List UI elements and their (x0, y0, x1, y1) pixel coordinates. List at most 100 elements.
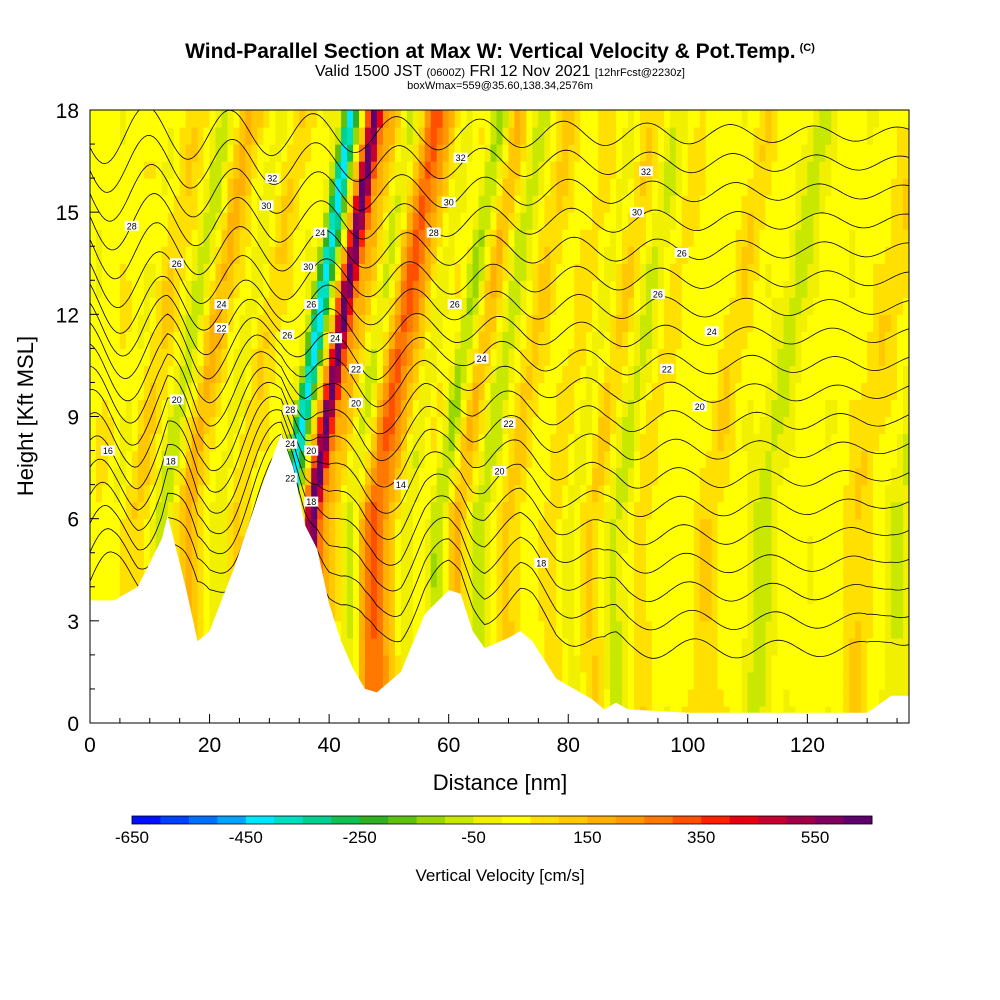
velocity-cell (879, 501, 886, 520)
velocity-cell (382, 280, 390, 298)
velocity-cell (693, 280, 701, 298)
velocity-cell (305, 433, 312, 452)
velocity-cell (125, 110, 133, 128)
velocity-cell (669, 586, 677, 605)
velocity-cell (203, 110, 211, 128)
velocity-cell (753, 382, 761, 401)
velocity-cell (801, 535, 808, 554)
velocity-cell (723, 399, 731, 418)
velocity-cell (293, 263, 300, 281)
velocity-cell (364, 654, 372, 673)
velocity-cell (101, 467, 109, 486)
velocity-cell (221, 569, 229, 588)
velocity-cell (831, 552, 838, 571)
velocity-cell (370, 246, 378, 264)
velocity-cell (299, 127, 306, 145)
velocity-cell (131, 484, 139, 503)
velocity-cell (604, 688, 611, 707)
velocity-cell (628, 637, 635, 656)
velocity-cell (550, 586, 557, 605)
velocity-cell (101, 382, 109, 401)
velocity-cell (526, 314, 533, 332)
velocity-cell (795, 280, 802, 298)
velocity-cell (442, 229, 450, 247)
velocity-cell (430, 535, 438, 554)
velocity-cell (388, 263, 396, 281)
velocity-cell (131, 416, 139, 435)
velocity-cell (281, 110, 288, 128)
velocity-cell (131, 127, 139, 145)
velocity-cell (448, 263, 456, 281)
velocity-cell (233, 450, 241, 469)
velocity-cell (610, 416, 617, 435)
velocity-cell (622, 620, 629, 639)
velocity-cell (538, 263, 545, 281)
velocity-cell (424, 518, 432, 537)
velocity-cell (819, 399, 826, 418)
velocity-cell (460, 161, 468, 179)
velocity-cell (592, 399, 599, 418)
velocity-cell (149, 416, 157, 435)
velocity-cell (867, 382, 874, 401)
velocity-cell (317, 178, 324, 196)
velocity-cell (203, 195, 211, 213)
velocity-cell (95, 399, 103, 418)
velocity-cell (466, 467, 474, 486)
velocity-cell (233, 348, 241, 367)
velocity-cell (311, 365, 318, 384)
velocity-cell (490, 467, 498, 486)
velocity-cell (364, 348, 372, 367)
velocity-cell (95, 348, 103, 367)
velocity-cell (705, 586, 713, 605)
velocity-cell (448, 229, 456, 247)
velocity-cell (448, 484, 456, 503)
velocity-cell (466, 433, 474, 452)
velocity-cell (311, 348, 318, 367)
velocity-cell (508, 195, 516, 213)
velocity-cell (801, 246, 808, 264)
velocity-cell (263, 246, 270, 264)
velocity-cell (675, 263, 683, 281)
velocity-cell (568, 569, 575, 588)
velocity-cell (388, 416, 396, 435)
velocity-cell (221, 246, 229, 264)
velocity-cell (400, 484, 408, 503)
velocity-cell (765, 127, 773, 145)
velocity-cell (681, 161, 689, 179)
velocity-cell (610, 178, 617, 196)
velocity-cell (783, 535, 791, 554)
velocity-cell (705, 671, 713, 690)
velocity-cell (478, 467, 486, 486)
velocity-cell (436, 331, 444, 349)
velocity-cell (125, 416, 133, 435)
velocity-cell (783, 654, 791, 673)
velocity-cell (251, 110, 258, 128)
velocity-cell (400, 569, 408, 588)
velocity-cell (628, 603, 635, 622)
velocity-cell (849, 450, 856, 469)
velocity-cell (430, 450, 438, 469)
velocity-cell (155, 331, 163, 349)
velocity-cell (137, 535, 145, 554)
velocity-cell (460, 127, 468, 145)
velocity-cell (795, 620, 802, 639)
velocity-cell (335, 263, 342, 281)
velocity-cell (735, 586, 743, 605)
velocity-cell (592, 212, 599, 230)
velocity-cell (257, 178, 264, 196)
velocity-cell (789, 467, 797, 486)
theta-contour-19 (90, 421, 909, 574)
velocity-cell (598, 297, 605, 315)
velocity-cell (729, 416, 737, 435)
velocity-cell (287, 212, 294, 230)
velocity-cell (628, 331, 635, 349)
velocity-cell (460, 348, 468, 367)
velocity-cell (239, 416, 247, 435)
velocity-cell (669, 161, 677, 179)
velocity-cell (813, 144, 820, 162)
velocity-cell (891, 263, 898, 281)
velocity-cell (359, 620, 366, 639)
velocity-cell (347, 246, 354, 264)
velocity-cell (335, 365, 342, 384)
velocity-cell (711, 535, 719, 554)
